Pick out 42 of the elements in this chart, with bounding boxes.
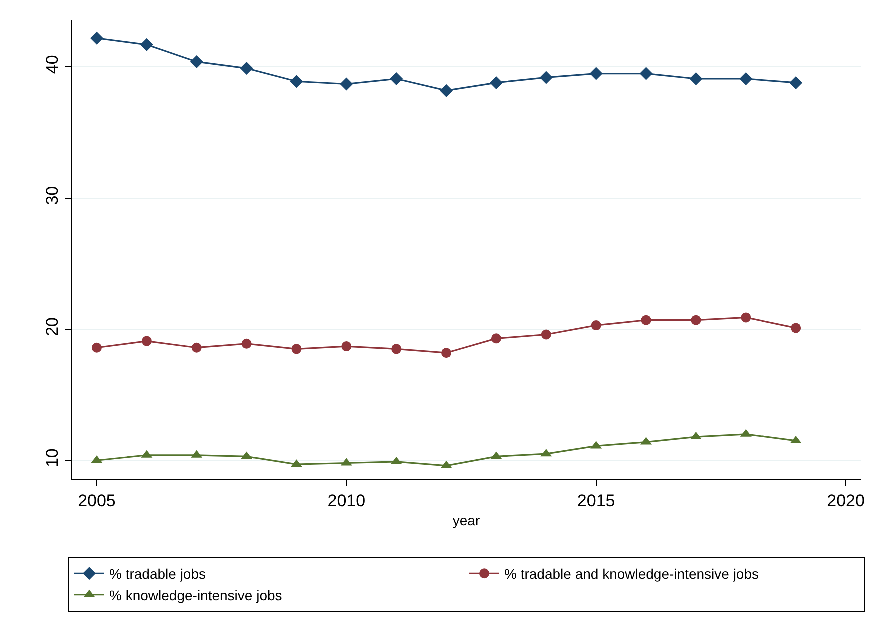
point bbox=[540, 71, 553, 84]
x-tick-label: 2015 bbox=[577, 491, 616, 510]
point bbox=[690, 72, 703, 86]
point bbox=[242, 338, 252, 349]
point bbox=[240, 62, 254, 76]
x-tick-label: 2010 bbox=[328, 491, 366, 510]
point bbox=[192, 342, 202, 353]
point bbox=[541, 330, 552, 340]
point bbox=[740, 72, 753, 86]
x-axis-title: year bbox=[452, 512, 480, 529]
point bbox=[790, 76, 803, 90]
point bbox=[392, 344, 402, 354]
point bbox=[591, 320, 602, 331]
point bbox=[440, 84, 454, 98]
point bbox=[190, 55, 204, 68]
point bbox=[342, 342, 352, 352]
point bbox=[390, 72, 404, 86]
point bbox=[691, 315, 702, 326]
point bbox=[640, 67, 653, 80]
point bbox=[292, 344, 302, 354]
point bbox=[92, 342, 102, 353]
point bbox=[590, 67, 603, 80]
legend-label: % tradable and knowledge-intensive jobs bbox=[504, 566, 759, 582]
point bbox=[791, 323, 802, 334]
point bbox=[741, 312, 752, 323]
x-tick-label: 2005 bbox=[78, 491, 116, 510]
y-tick-label: 40 bbox=[43, 55, 62, 74]
point bbox=[641, 315, 652, 326]
y-tick-label: 10 bbox=[43, 448, 62, 468]
point bbox=[442, 348, 452, 358]
point bbox=[140, 38, 154, 52]
y-tick-label: 20 bbox=[43, 317, 62, 336]
y-tick-label: 30 bbox=[43, 186, 62, 206]
legend-label: % knowledge-intensive jobs bbox=[110, 587, 282, 604]
x-tick-label: 2020 bbox=[827, 491, 865, 510]
point bbox=[290, 75, 304, 88]
point bbox=[90, 32, 104, 45]
point bbox=[340, 78, 354, 91]
point bbox=[490, 76, 503, 90]
legend-label: % tradable jobs bbox=[110, 566, 206, 582]
point bbox=[142, 336, 152, 346]
point bbox=[491, 334, 502, 344]
